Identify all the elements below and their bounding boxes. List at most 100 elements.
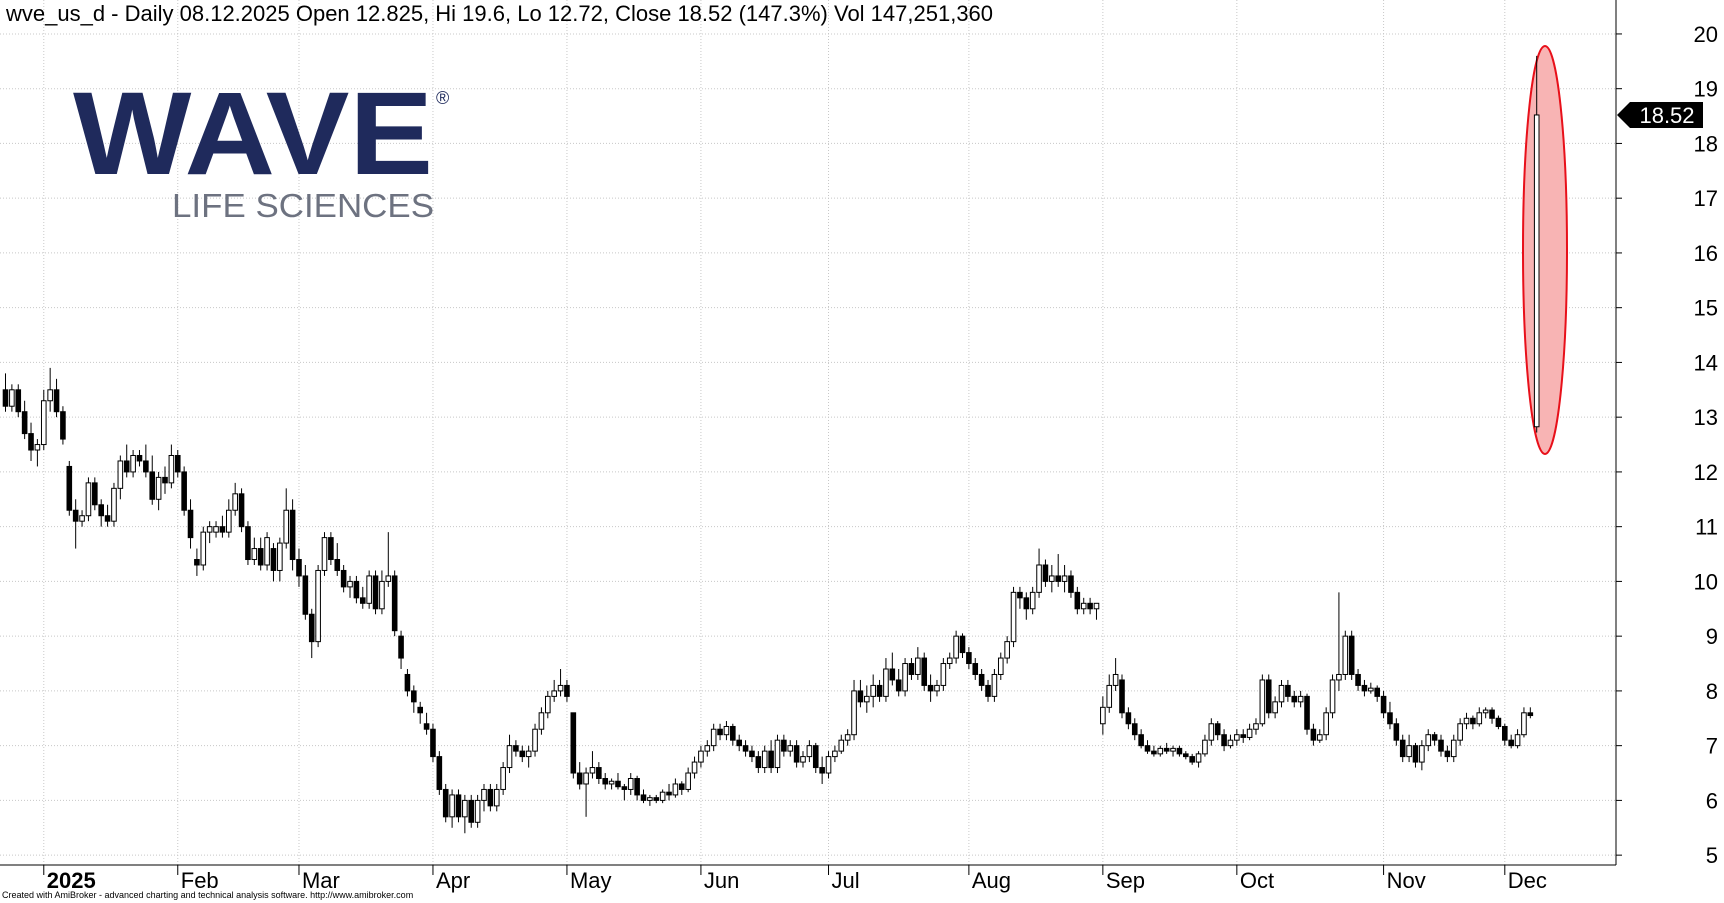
candle-body xyxy=(1482,709,1489,714)
candle-body xyxy=(710,728,717,747)
candle-body xyxy=(1374,687,1381,697)
candle-body xyxy=(659,791,666,801)
candle-body xyxy=(749,750,755,758)
candle-body xyxy=(1112,673,1119,686)
candle-body xyxy=(117,460,124,489)
candle-body xyxy=(1342,635,1349,675)
candle-body xyxy=(264,537,270,566)
candle-body xyxy=(1285,684,1291,697)
candle-body xyxy=(1234,734,1240,741)
candle-body xyxy=(359,597,366,604)
candle-body xyxy=(666,791,672,796)
logo-tagline: LIFE SCIENCES xyxy=(172,187,434,224)
candle-body xyxy=(934,684,940,692)
candle-body xyxy=(819,767,825,774)
candle-body xyxy=(615,780,621,788)
candle-body xyxy=(283,509,290,544)
logo-registered: ® xyxy=(436,88,449,108)
candle-body xyxy=(149,471,156,500)
y-tick-label: 17 xyxy=(1694,186,1718,211)
candle-body xyxy=(411,690,417,703)
candle-body xyxy=(130,454,136,473)
candle-body xyxy=(430,728,436,758)
candle-body xyxy=(640,794,647,801)
x-tick-label: 2025 xyxy=(47,868,96,893)
candle-body xyxy=(959,635,966,654)
candle-body xyxy=(557,684,564,692)
candle-body xyxy=(1131,723,1138,736)
candle-body xyxy=(1368,687,1374,692)
candle-body xyxy=(162,476,168,484)
candle-body xyxy=(1061,575,1068,582)
candle-body xyxy=(34,444,41,451)
candle-body xyxy=(634,778,640,796)
candle-body xyxy=(1183,753,1189,758)
candle-body xyxy=(111,487,117,522)
candle-body xyxy=(270,548,277,571)
candle-body xyxy=(15,389,22,413)
candle-body xyxy=(257,548,264,566)
candle-body xyxy=(602,778,609,785)
candle-body xyxy=(927,684,934,692)
x-tick-label: Jul xyxy=(832,868,860,893)
candle-body xyxy=(1387,712,1393,725)
candle-body xyxy=(1227,739,1234,747)
candle-body xyxy=(793,745,800,763)
candle-body xyxy=(1259,679,1266,725)
candle-body xyxy=(1304,695,1310,730)
candle-body xyxy=(277,542,283,571)
candle-body xyxy=(1310,728,1317,741)
candle-body xyxy=(1036,564,1042,593)
candle-body xyxy=(1202,739,1208,755)
candle-body xyxy=(1425,734,1432,747)
candle-body xyxy=(1431,734,1438,741)
candle-body xyxy=(1119,679,1125,714)
candle-body xyxy=(551,690,557,697)
candle-body xyxy=(723,725,730,736)
candle-body xyxy=(1100,706,1106,725)
candle-body xyxy=(79,515,85,522)
candle-body xyxy=(889,668,896,681)
candle-body xyxy=(1329,679,1336,714)
candle-body xyxy=(838,739,845,752)
candle-body xyxy=(9,389,15,407)
candle-body xyxy=(442,788,449,818)
candle-body xyxy=(474,799,481,823)
candle-body xyxy=(1253,723,1259,730)
x-tick-label: Sep xyxy=(1106,868,1145,893)
y-tick-label: 7 xyxy=(1706,734,1718,759)
candle-body xyxy=(347,580,353,588)
candle-body xyxy=(570,712,577,774)
candle-body xyxy=(1527,712,1534,717)
candle-body xyxy=(1470,717,1476,725)
candle-body xyxy=(1336,673,1342,681)
candle-body xyxy=(532,728,538,752)
candle-body xyxy=(123,460,130,473)
x-tick-label: Nov xyxy=(1387,868,1426,893)
candle-body xyxy=(902,663,908,692)
candle-body xyxy=(768,750,774,769)
candle-body xyxy=(647,797,653,801)
y-tick-label: 14 xyxy=(1694,350,1718,375)
y-tick-label: 16 xyxy=(1694,241,1718,266)
candle-body xyxy=(685,772,691,790)
last-price-label: 18.52 xyxy=(1639,103,1694,128)
candle-body xyxy=(353,580,360,599)
footer: Created with AmiBroker - advanced charti… xyxy=(2,890,413,900)
candle-body xyxy=(774,739,781,769)
candle-body xyxy=(851,690,857,736)
candle-body xyxy=(870,684,876,697)
candle-body xyxy=(844,734,851,741)
candle-body xyxy=(417,706,423,714)
candle-body xyxy=(997,657,1004,675)
candle-body xyxy=(1080,602,1087,610)
candle-body xyxy=(1533,114,1540,428)
candle-body xyxy=(334,559,341,571)
candle-body xyxy=(1221,734,1227,747)
candle-body xyxy=(1297,695,1304,703)
candle-body xyxy=(328,537,334,561)
y-tick-label: 12 xyxy=(1694,460,1718,485)
candle-body xyxy=(308,613,315,643)
logo-wordmark: WAVE xyxy=(73,68,433,200)
